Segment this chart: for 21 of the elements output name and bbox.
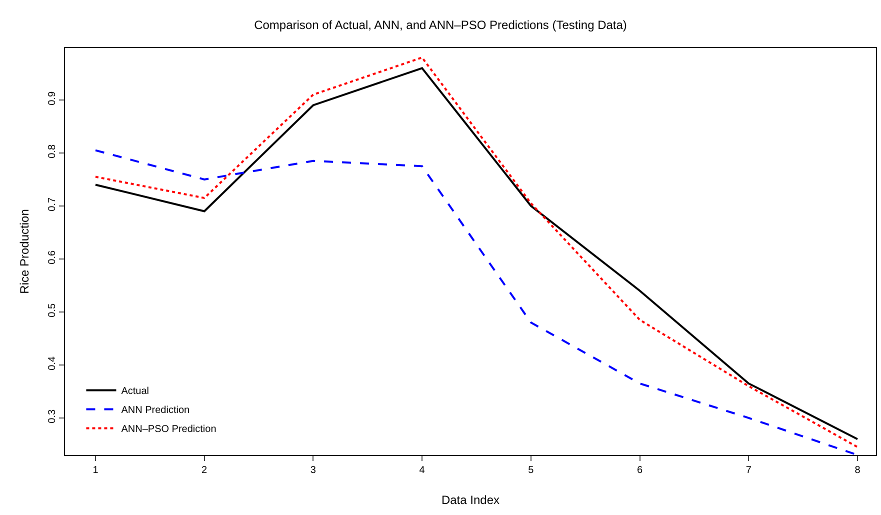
- legend-label: ANN Prediction: [121, 405, 190, 416]
- x-tick-label: 1: [92, 465, 99, 476]
- x-tick-label: 2: [202, 465, 208, 476]
- y-tick-label: 0.5: [47, 303, 58, 318]
- y-tick-label: 0.9: [47, 91, 58, 106]
- x-axis-title: Data Index: [441, 492, 500, 507]
- y-tick-label: 0.3: [47, 409, 58, 424]
- y-tick-label: 0.8: [47, 144, 58, 158]
- x-tick-label: 8: [854, 465, 861, 476]
- x-tick-label: 3: [310, 465, 316, 476]
- y-tick-label: 0.4: [47, 356, 58, 370]
- x-tick-label: 6: [637, 465, 643, 476]
- x-tick-label: 5: [528, 465, 534, 476]
- x-tick-label: 4: [419, 465, 426, 476]
- y-tick-label: 0.7: [47, 197, 58, 212]
- y-axis-title: Rice Production: [17, 209, 32, 294]
- y-tick-label: 0.6: [47, 250, 58, 264]
- legend-label: ANN–PSO Prediction: [121, 424, 216, 436]
- chart-title: Comparison of Actual, ANN, and ANN–PSO Predictions (Testing Data): [254, 18, 627, 32]
- x-tick-label: 7: [746, 465, 752, 476]
- legend-label: Actual: [121, 386, 150, 398]
